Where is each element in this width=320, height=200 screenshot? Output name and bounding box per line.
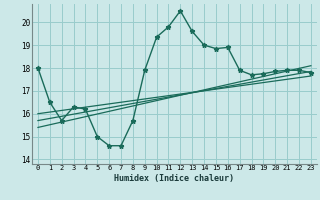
X-axis label: Humidex (Indice chaleur): Humidex (Indice chaleur): [115, 174, 234, 183]
